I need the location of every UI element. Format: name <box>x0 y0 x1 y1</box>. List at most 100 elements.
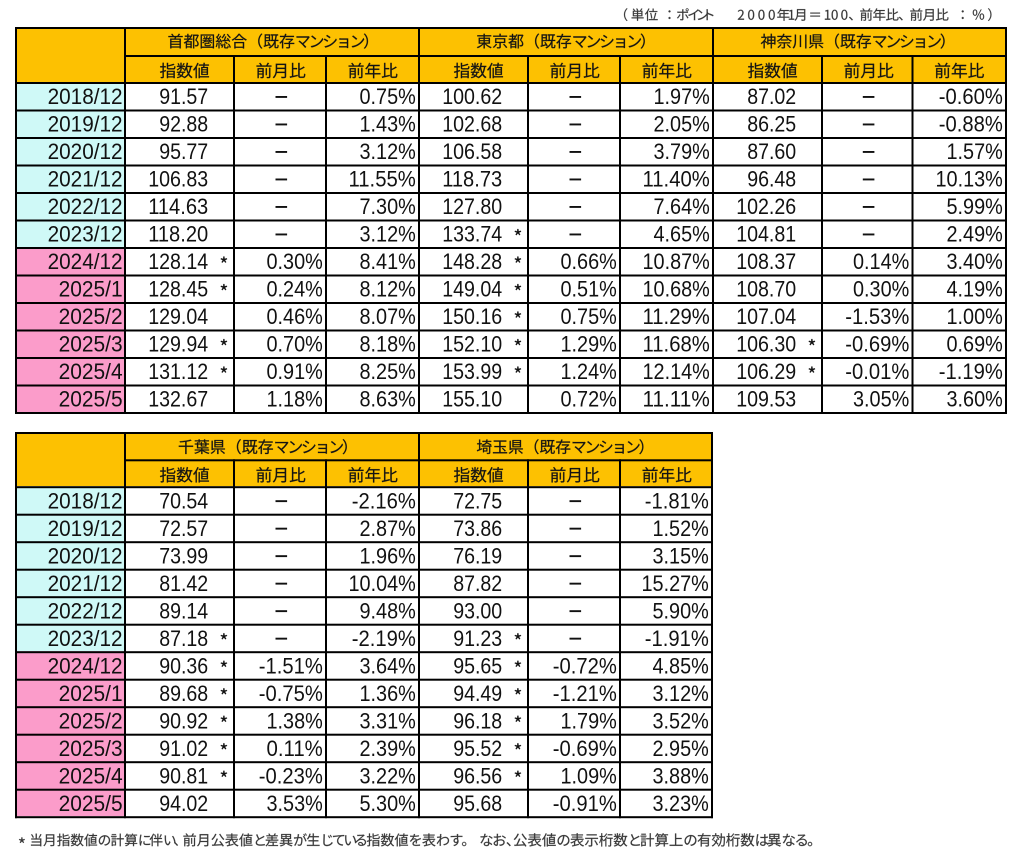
svg-text:-1.19%: -1.19% <box>939 359 1003 384</box>
svg-text:133.74: 133.74 <box>442 222 502 247</box>
svg-text:1.36%: 1.36% <box>360 681 416 706</box>
svg-text:0.46%: 0.46% <box>267 304 323 329</box>
svg-text:8.18%: 8.18% <box>360 332 416 357</box>
svg-text:8.63%: 8.63% <box>360 387 416 412</box>
svg-text:-0.01%: -0.01% <box>845 359 909 384</box>
svg-text:1.29%: 1.29% <box>561 332 617 357</box>
svg-text:4.19%: 4.19% <box>947 277 1003 302</box>
svg-text:92.88: 92.88 <box>159 112 208 137</box>
svg-text:-0.75%: -0.75% <box>259 681 323 706</box>
svg-text:2024/12: 2024/12 <box>48 249 123 274</box>
svg-text:0.75%: 0.75% <box>360 84 416 109</box>
svg-text:107.04: 107.04 <box>736 304 796 329</box>
svg-text:72.57: 72.57 <box>159 516 208 541</box>
svg-text:0.69%: 0.69% <box>947 332 1003 357</box>
svg-text:89.14: 89.14 <box>159 598 208 623</box>
svg-text:1.96%: 1.96% <box>360 543 416 568</box>
svg-text:131.12: 131.12 <box>148 359 208 384</box>
svg-text:149.04: 149.04 <box>442 277 502 302</box>
svg-text:128.14: 128.14 <box>148 249 208 274</box>
svg-text:96.18: 96.18 <box>453 708 502 733</box>
svg-text:72.75: 72.75 <box>453 488 502 513</box>
svg-text:76.19: 76.19 <box>453 543 502 568</box>
svg-text:1.18%: 1.18% <box>267 387 323 412</box>
svg-text:2023/12: 2023/12 <box>48 626 123 651</box>
svg-text:3.23%: 3.23% <box>653 791 709 816</box>
svg-text:0.51%: 0.51% <box>561 277 617 302</box>
svg-text:102.68: 102.68 <box>442 112 502 137</box>
svg-text:12.14%: 12.14% <box>643 359 710 384</box>
svg-text:70.54: 70.54 <box>159 488 208 513</box>
svg-text:108.37: 108.37 <box>736 249 796 274</box>
svg-text:0.30%: 0.30% <box>853 277 909 302</box>
svg-text:2018/12: 2018/12 <box>48 488 123 513</box>
svg-text:0.66%: 0.66% <box>561 249 617 274</box>
svg-text:10.87%: 10.87% <box>643 249 710 274</box>
svg-text:10.04%: 10.04% <box>349 571 416 596</box>
svg-text:3.31%: 3.31% <box>360 708 416 733</box>
svg-text:2022/12: 2022/12 <box>48 194 123 219</box>
svg-text:2.95%: 2.95% <box>653 736 709 761</box>
svg-text:73.99: 73.99 <box>159 543 208 568</box>
svg-text:106.58: 106.58 <box>442 139 502 164</box>
svg-text:81.42: 81.42 <box>159 571 208 596</box>
svg-text:-0.23%: -0.23% <box>259 763 323 788</box>
svg-text:-0.72%: -0.72% <box>553 653 617 678</box>
svg-text:9.48%: 9.48% <box>360 598 416 623</box>
svg-text:0.11%: 0.11% <box>267 736 323 761</box>
svg-text:109.53: 109.53 <box>736 387 796 412</box>
svg-text:94.49: 94.49 <box>453 681 502 706</box>
svg-text:148.28: 148.28 <box>442 249 502 274</box>
svg-text:7.30%: 7.30% <box>360 194 416 219</box>
svg-text:11.11%: 11.11% <box>643 387 710 412</box>
svg-text:153.99: 153.99 <box>442 359 502 384</box>
svg-text:-1.51%: -1.51% <box>259 653 323 678</box>
svg-text:106.83: 106.83 <box>148 167 208 192</box>
svg-text:2022/12: 2022/12 <box>48 598 123 623</box>
svg-text:118.20: 118.20 <box>148 222 208 247</box>
svg-text:2025/5: 2025/5 <box>59 791 123 816</box>
svg-text:-0.91%: -0.91% <box>553 791 617 816</box>
svg-text:8.07%: 8.07% <box>360 304 416 329</box>
svg-text:96.48: 96.48 <box>747 167 796 192</box>
svg-text:90.92: 90.92 <box>159 708 208 733</box>
svg-text:104.81: 104.81 <box>736 222 796 247</box>
svg-text:95.65: 95.65 <box>453 653 502 678</box>
svg-text:95.77: 95.77 <box>159 139 208 164</box>
svg-text:2025/4: 2025/4 <box>59 763 123 788</box>
svg-text:0.24%: 0.24% <box>267 277 323 302</box>
svg-text:86.25: 86.25 <box>747 112 796 137</box>
svg-text:3.12%: 3.12% <box>653 681 709 706</box>
svg-text:2025/4: 2025/4 <box>59 359 123 384</box>
svg-text:0.30%: 0.30% <box>267 249 323 274</box>
svg-text:-1.21%: -1.21% <box>553 681 617 706</box>
svg-text:0.91%: 0.91% <box>267 359 323 384</box>
svg-text:95.52: 95.52 <box>453 736 502 761</box>
svg-text:5.99%: 5.99% <box>947 194 1003 219</box>
svg-text:106.29: 106.29 <box>736 359 796 384</box>
svg-text:2025/1: 2025/1 <box>59 681 123 706</box>
svg-text:11.55%: 11.55% <box>349 167 416 192</box>
svg-text:10.68%: 10.68% <box>643 277 710 302</box>
svg-text:-1.53%: -1.53% <box>845 304 909 329</box>
svg-text:2.49%: 2.49% <box>947 222 1003 247</box>
svg-text:2.05%: 2.05% <box>654 112 710 137</box>
svg-text:152.10: 152.10 <box>442 332 502 357</box>
svg-text:2025/3: 2025/3 <box>59 332 123 357</box>
svg-text:11.29%: 11.29% <box>643 304 710 329</box>
svg-text:118.73: 118.73 <box>442 167 502 192</box>
svg-text:91.57: 91.57 <box>159 84 208 109</box>
svg-text:5.30%: 5.30% <box>360 791 416 816</box>
svg-text:-0.60%: -0.60% <box>939 84 1003 109</box>
svg-text:129.04: 129.04 <box>148 304 208 329</box>
svg-text:3.88%: 3.88% <box>653 763 709 788</box>
svg-text:1.09%: 1.09% <box>561 763 617 788</box>
svg-text:8.12%: 8.12% <box>360 277 416 302</box>
svg-text:0.14%: 0.14% <box>853 249 909 274</box>
svg-text:94.02: 94.02 <box>159 791 208 816</box>
svg-text:11.68%: 11.68% <box>643 332 710 357</box>
svg-text:3.64%: 3.64% <box>360 653 416 678</box>
svg-text:95.68: 95.68 <box>453 791 502 816</box>
svg-text:87.82: 87.82 <box>453 571 502 596</box>
svg-text:1.00%: 1.00% <box>947 304 1003 329</box>
